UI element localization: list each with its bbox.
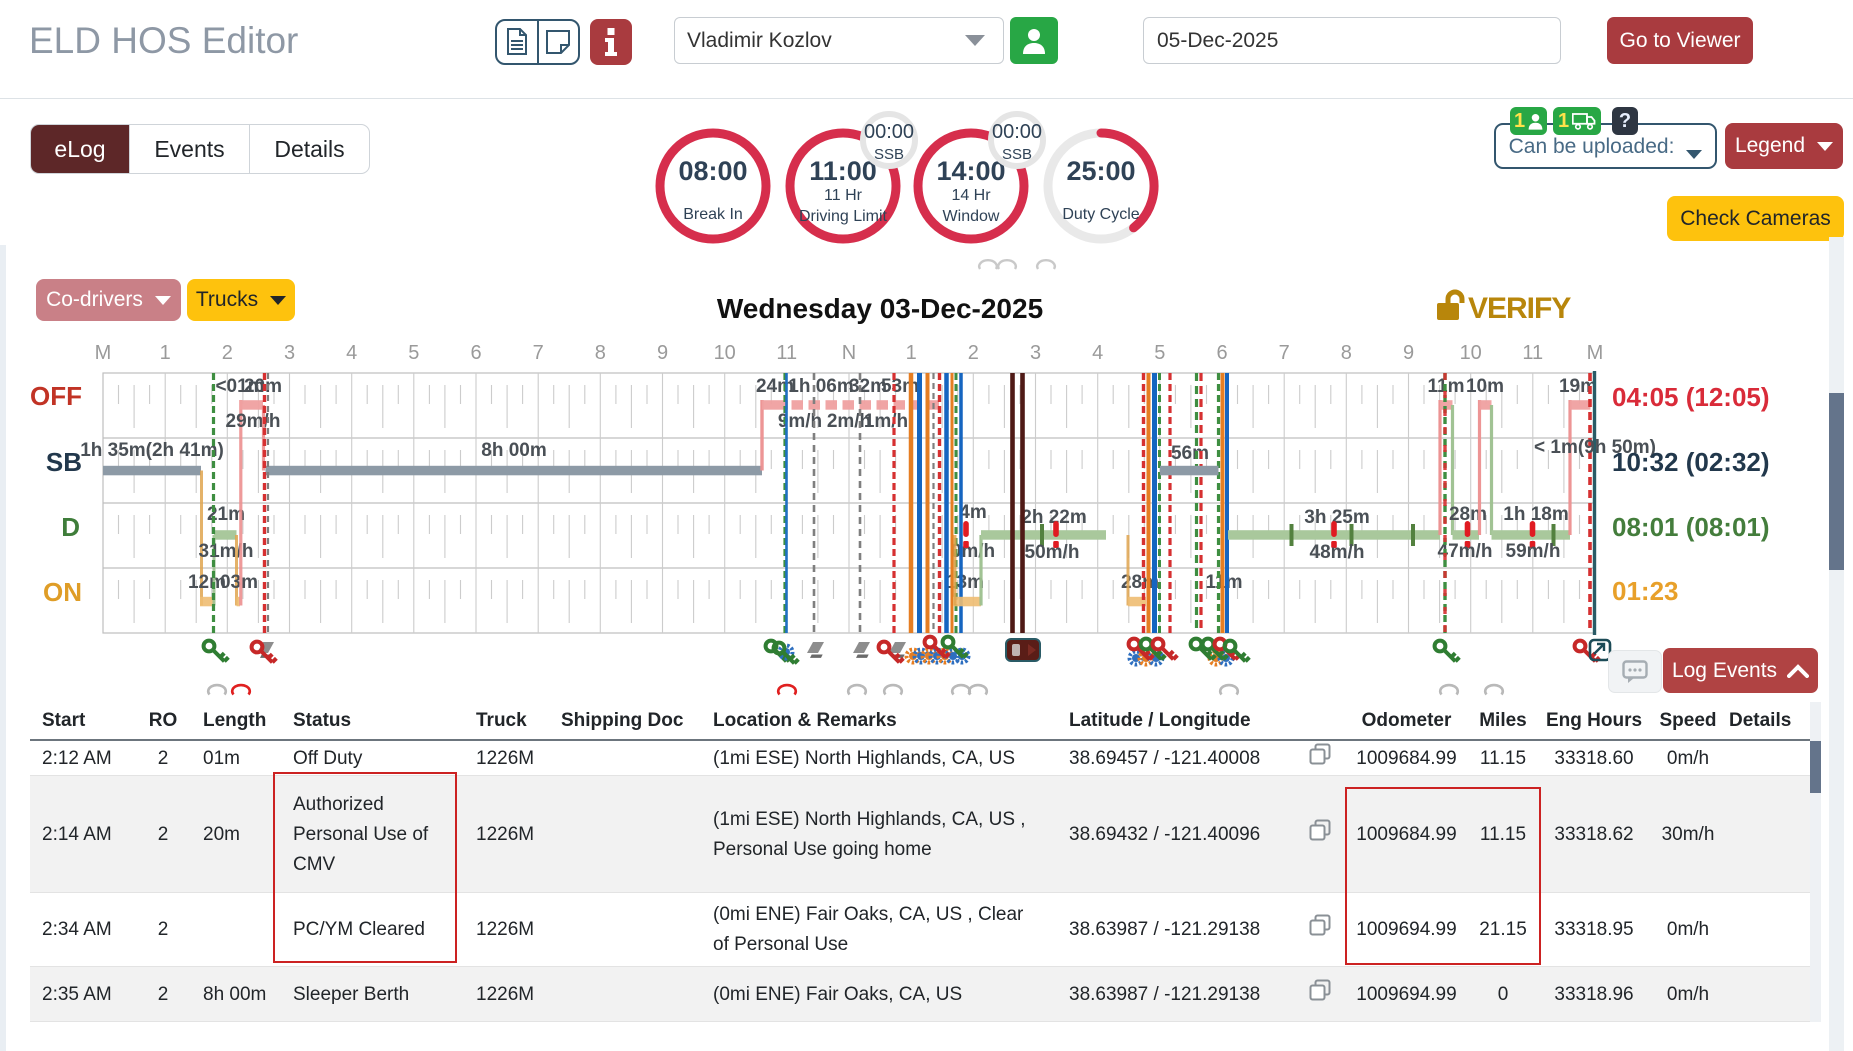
svg-text:32m: 32m [849, 376, 887, 397]
svg-text:Duty Cycle: Duty Cycle [1062, 206, 1139, 223]
svg-text:08:00: 08:00 [678, 156, 747, 186]
svg-text:Window: Window [943, 208, 1000, 225]
svg-text:10m: 10m [1466, 376, 1504, 397]
svg-text:25:00: 25:00 [1066, 156, 1135, 186]
svg-text:4: 4 [346, 342, 357, 364]
svg-text:11: 11 [776, 342, 797, 364]
svg-text:1h 18m: 1h 18m [1503, 504, 1568, 525]
svg-text:2: 2 [968, 342, 979, 364]
svg-text:29m/h: 29m/h [226, 411, 281, 432]
svg-text:1m/h: 1m/h [864, 411, 908, 432]
svg-text:7: 7 [1279, 342, 1290, 364]
svg-text:12m: 12m [188, 572, 226, 593]
svg-text:00:00: 00:00 [992, 121, 1042, 143]
svg-text:8: 8 [595, 342, 606, 364]
svg-text:28m: 28m [1449, 504, 1487, 525]
svg-text:SSB: SSB [874, 146, 904, 163]
svg-text:M: M [95, 342, 112, 364]
svg-text:10: 10 [1460, 342, 1482, 364]
svg-text:4: 4 [1092, 342, 1103, 364]
svg-text:6: 6 [470, 342, 481, 364]
svg-text:10: 10 [714, 342, 736, 364]
svg-text:08:01 (08:01): 08:01 (08:01) [1612, 512, 1770, 542]
svg-text:59m/h: 59m/h [1506, 541, 1561, 562]
svg-text:1h 35m(2h 41m): 1h 35m(2h 41m) [80, 440, 224, 461]
svg-text:04:05 (12:05): 04:05 (12:05) [1612, 382, 1770, 412]
svg-text:5: 5 [1154, 342, 1165, 364]
svg-text:21m: 21m [207, 504, 245, 525]
svg-text:03m: 03m [220, 572, 258, 593]
svg-text:ON: ON [43, 577, 82, 607]
svg-text:14 Hr: 14 Hr [951, 187, 991, 204]
svg-text:1: 1 [906, 342, 917, 364]
svg-text:SB: SB [46, 447, 82, 477]
svg-text:9: 9 [657, 342, 668, 364]
svg-text:7: 7 [533, 342, 544, 364]
svg-text:Driving Limit: Driving Limit [799, 208, 888, 225]
svg-text:3: 3 [284, 342, 295, 364]
svg-text:01:23: 01:23 [1612, 576, 1679, 606]
svg-text:M: M [1587, 342, 1604, 364]
svg-text:11:00: 11:00 [809, 156, 877, 186]
svg-text:3: 3 [1030, 342, 1041, 364]
svg-text:50m/h: 50m/h [1025, 542, 1080, 563]
svg-text:SSB: SSB [1002, 146, 1032, 163]
svg-text:Break In: Break In [683, 206, 743, 223]
svg-text:48m/h: 48m/h [1310, 542, 1365, 563]
svg-text:4m: 4m [959, 502, 986, 523]
svg-text:14:00: 14:00 [936, 156, 1005, 186]
svg-text:56m: 56m [1171, 443, 1209, 464]
svg-text:11 Hr: 11 Hr [824, 187, 863, 204]
svg-text:53m: 53m [881, 376, 919, 397]
svg-text:VERIFY: VERIFY [1468, 292, 1571, 325]
svg-text:<01m: <01m [215, 376, 264, 397]
svg-text:00:00: 00:00 [864, 121, 914, 143]
svg-text:D: D [61, 512, 80, 542]
svg-text:2: 2 [222, 342, 233, 364]
svg-text:8h 00m: 8h 00m [481, 440, 546, 461]
svg-text:9m/h: 9m/h [778, 411, 822, 432]
svg-text:1h 06m: 1h 06m [788, 376, 853, 397]
svg-text:47m/h: 47m/h [1438, 541, 1493, 562]
svg-text:1: 1 [160, 342, 171, 364]
svg-text:6: 6 [1216, 342, 1227, 364]
svg-text:N: N [842, 342, 856, 364]
svg-text:3h 25m: 3h 25m [1304, 507, 1369, 528]
svg-text:31m/h: 31m/h [199, 541, 254, 562]
svg-text:OFF: OFF [30, 381, 82, 411]
svg-text:< 1m(9h 50m): < 1m(9h 50m) [1534, 437, 1656, 458]
svg-text:5: 5 [408, 342, 419, 364]
svg-text:9: 9 [1403, 342, 1414, 364]
svg-text:8: 8 [1341, 342, 1352, 364]
svg-text:10:32 (02:32): 10:32 (02:32) [1612, 447, 1770, 477]
svg-text:2h 22m: 2h 22m [1021, 507, 1086, 528]
svg-text:19m: 19m [1559, 376, 1597, 397]
svg-text:11: 11 [1522, 342, 1543, 364]
svg-text:24m: 24m [756, 376, 794, 397]
